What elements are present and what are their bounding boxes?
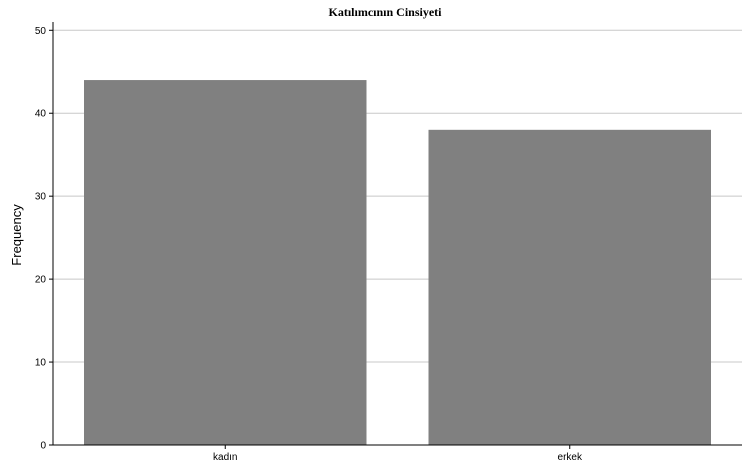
x-tick-label: erkek <box>558 452 583 463</box>
x-tick-label: kadın <box>213 452 237 463</box>
bars <box>84 80 711 445</box>
y-tick-label: 10 <box>35 358 47 369</box>
y-tick-label: 30 <box>35 192 47 203</box>
chart-title: Katılımcının Cinsiyeti <box>328 5 442 19</box>
y-tick-label: 40 <box>35 109 47 120</box>
axes <box>49 22 742 449</box>
y-axis-label: Frequency <box>9 204 24 266</box>
y-tick-label: 0 <box>40 441 46 452</box>
y-tick-labels: 0 10 20 30 40 50 <box>35 26 47 452</box>
y-tick-label: 20 <box>35 275 47 286</box>
bar-0 <box>84 80 367 445</box>
y-tick-label: 50 <box>35 26 47 37</box>
x-tick-labels: kadın erkek <box>213 452 583 463</box>
bar-1 <box>428 129 711 445</box>
